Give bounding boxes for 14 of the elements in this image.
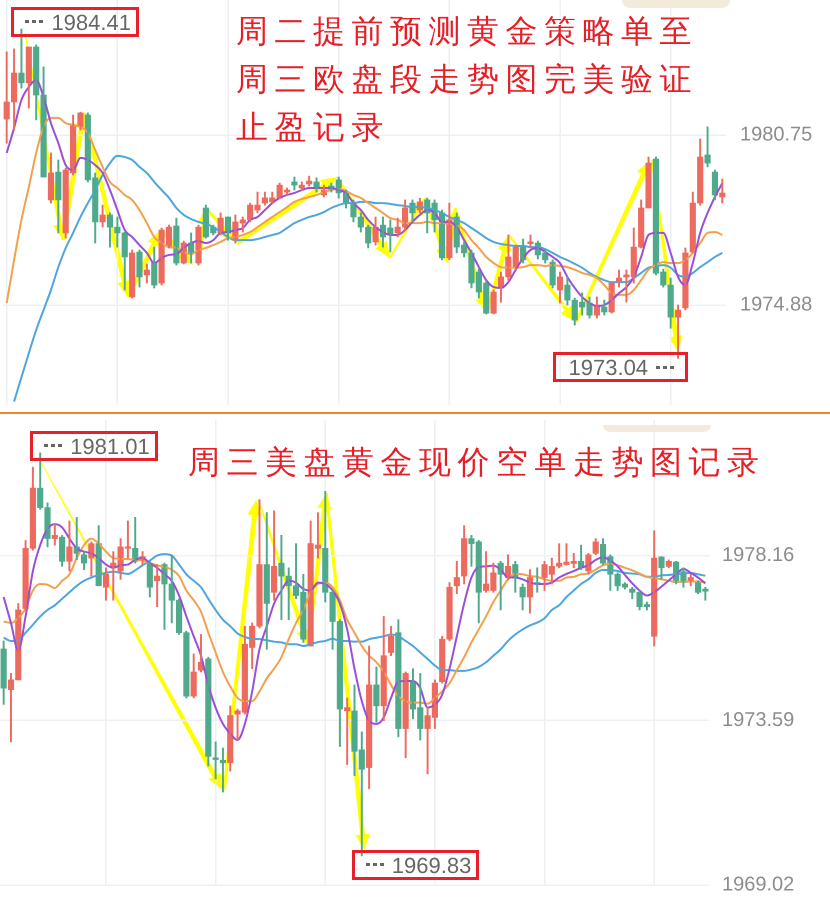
line-series [13,154,724,403]
text: 周二提前预测黄金策略单至周三欧盘段走势图完美验证止盈记录 [236,11,699,148]
y-tick-label: 1978.16 [722,544,794,566]
y-tick-label: 1969.02 [722,874,794,896]
line-series [2,538,706,705]
annotation: 1969.83 [392,852,472,879]
annotation: 1984.41 [51,10,131,36]
text: 周三美盘黄金现价空单走势图记录 [188,442,766,483]
annotation: 1973.04 [568,355,648,382]
y-tick-label: 1973.59 [722,708,794,731]
line-series [2,523,706,742]
y-tick-label: 1980.75 [740,124,812,146]
annotation: 1981.01 [70,434,150,460]
y-tick-label: 1974.88 [740,294,812,316]
